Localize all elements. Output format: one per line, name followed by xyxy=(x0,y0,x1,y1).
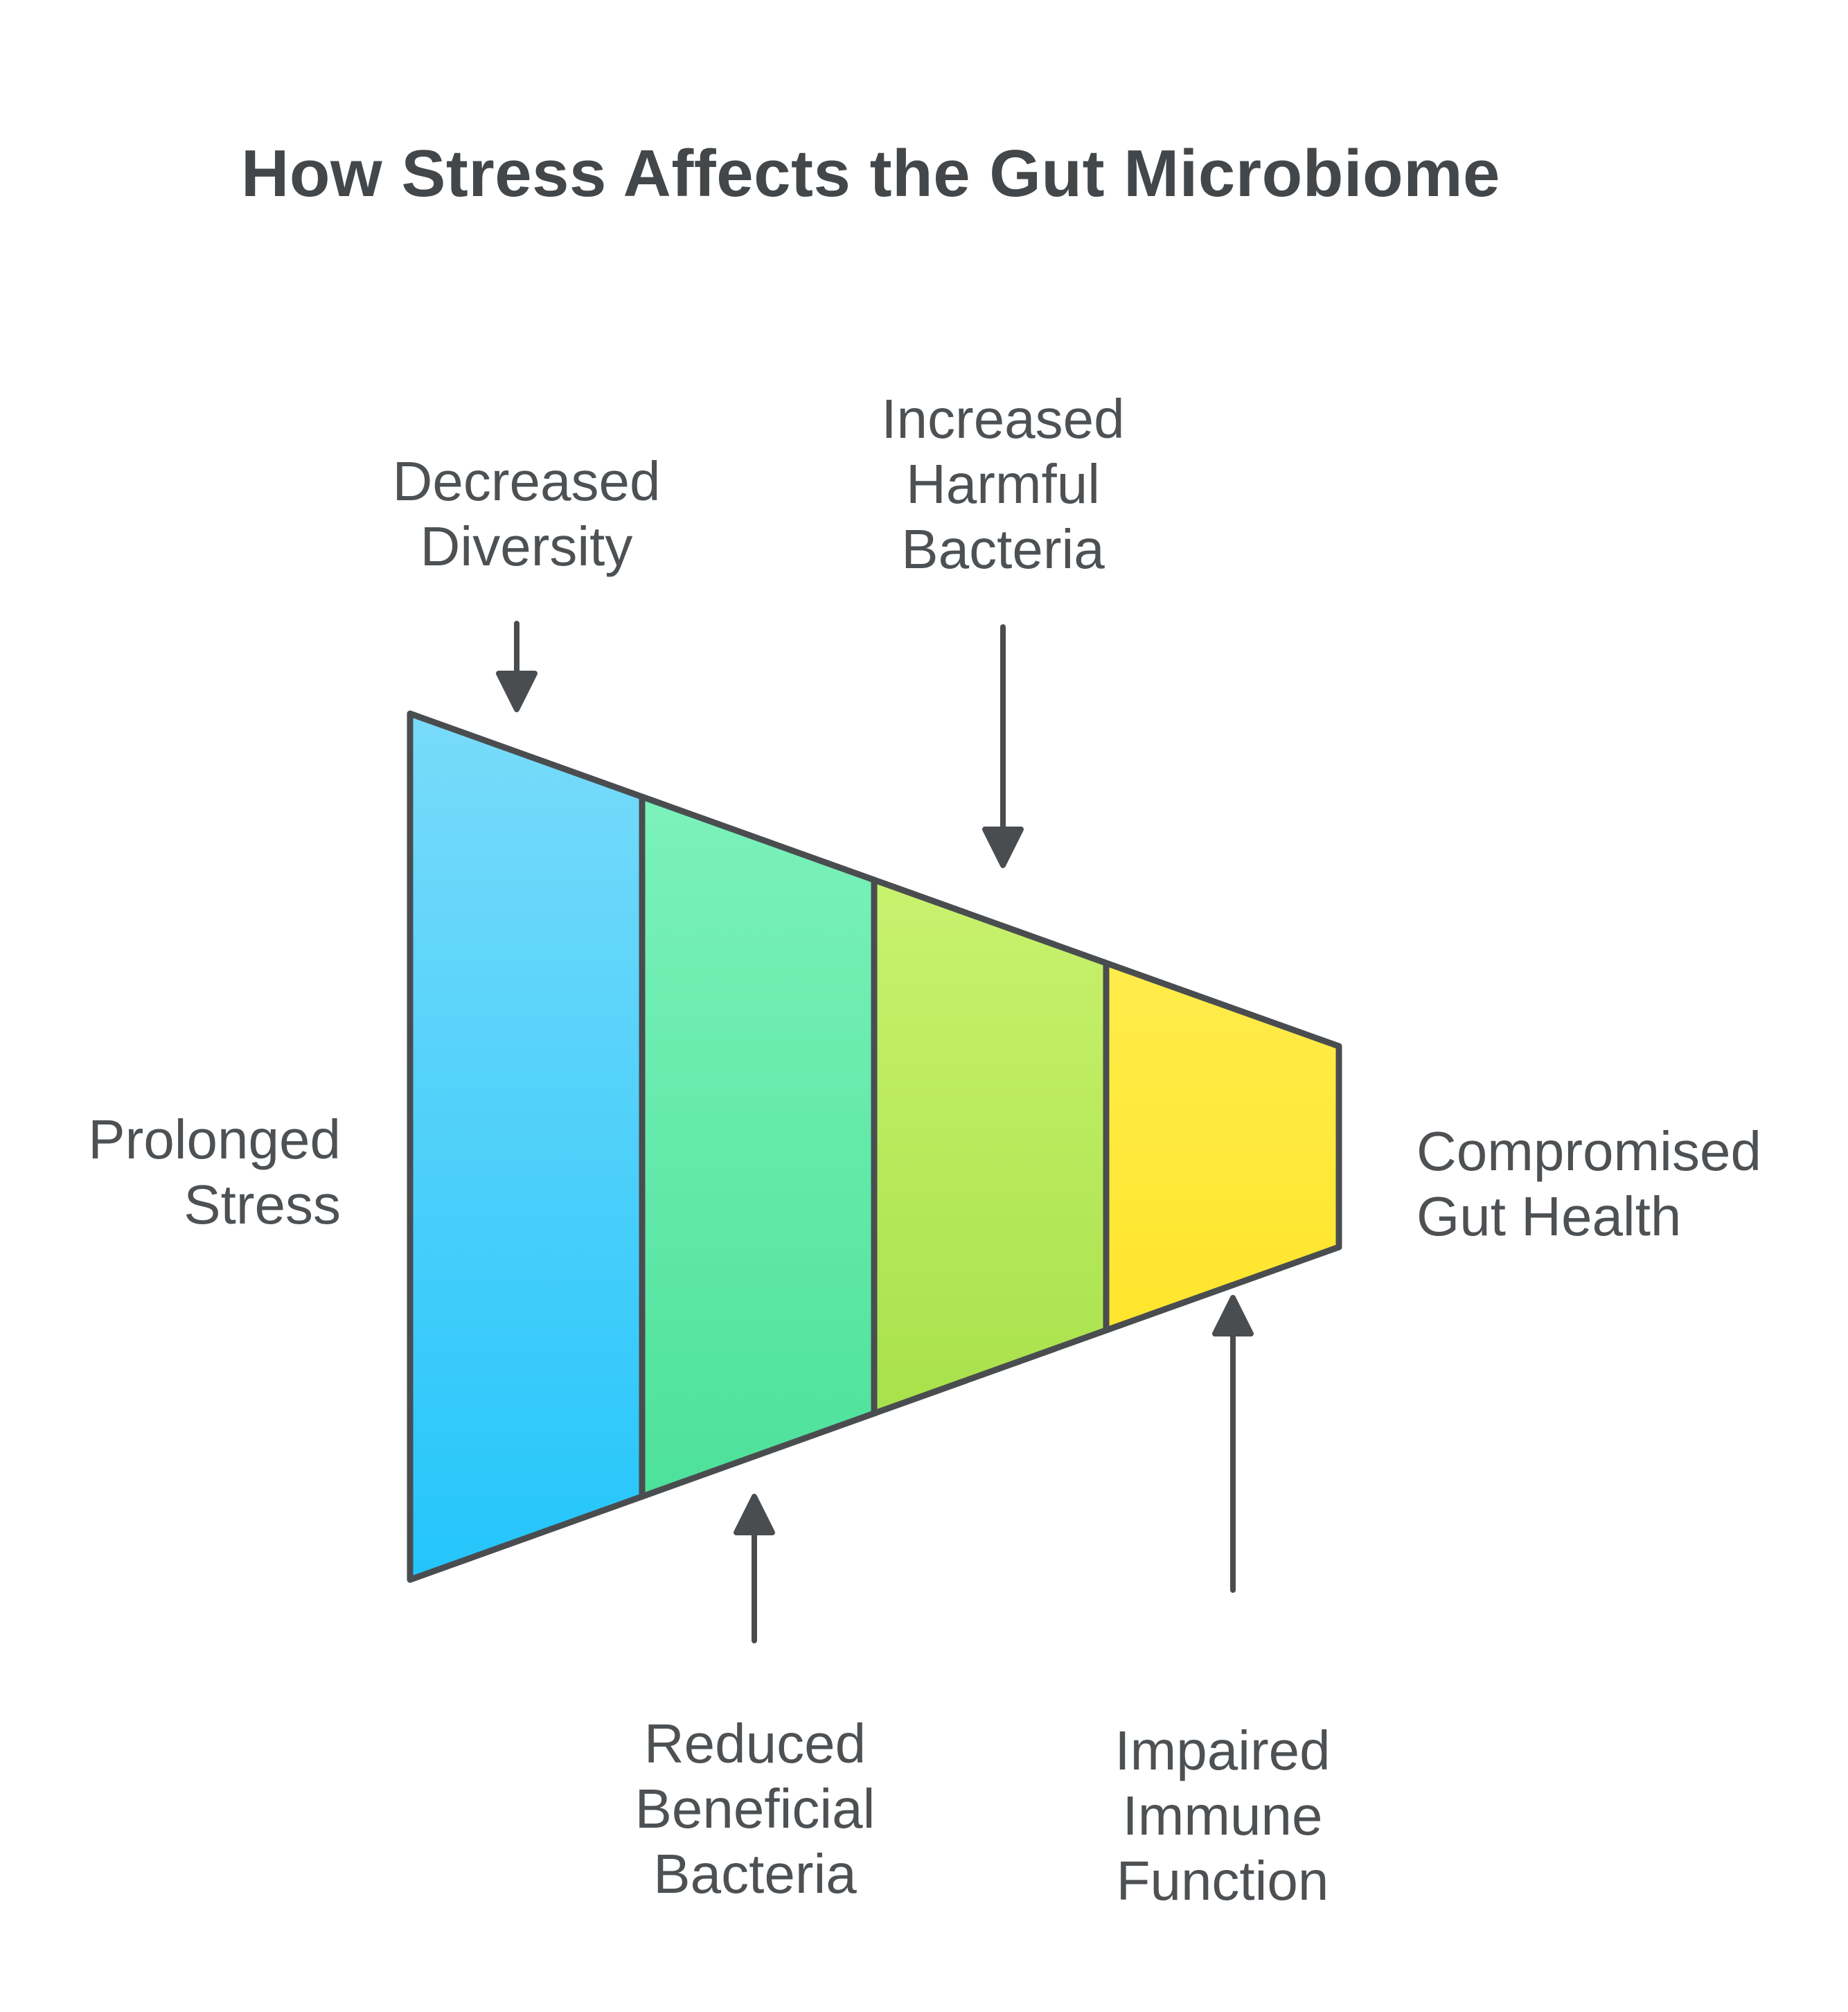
arrow-down-decreased-diversity xyxy=(496,621,537,712)
funnel-segment-impaired-immune-function xyxy=(1103,960,1342,1334)
funnel-input-label: Prolonged Stress xyxy=(88,1109,341,1235)
stage-label-impaired-immune-function: Impaired Immune Function xyxy=(1114,1720,1331,1912)
stage-label-increased-harmful-bacteria: Increased Harmful Bacteria xyxy=(881,388,1125,580)
arrow-up-impaired-immune-function xyxy=(1212,1295,1254,1593)
arrow-up-reduced-beneficial-bacteria xyxy=(734,1494,775,1643)
funnel-segment-increased-harmful-bacteria xyxy=(871,876,1110,1417)
stage-label-reduced-beneficial-bacteria: Reduced Beneficial Bacteria xyxy=(634,1713,876,1905)
funnel-segment-decreased-diversity xyxy=(407,710,646,1583)
arrow-up-icon xyxy=(734,1494,775,1535)
funnel-output-label: Compromised Gut Health xyxy=(1416,1120,1761,1247)
funnel-segment-reduced-beneficial-bacteria xyxy=(639,793,878,1500)
arrow-down-increased-harmful-bacteria xyxy=(982,624,1024,868)
stage-label-decreased-diversity: Decreased Diversity xyxy=(392,450,661,577)
diagram-title: How Stress Affects the Gut Microbiome xyxy=(241,136,1500,211)
arrow-down-icon xyxy=(496,671,537,712)
arrow-up-icon xyxy=(1212,1295,1254,1336)
arrow-down-icon xyxy=(982,827,1024,868)
